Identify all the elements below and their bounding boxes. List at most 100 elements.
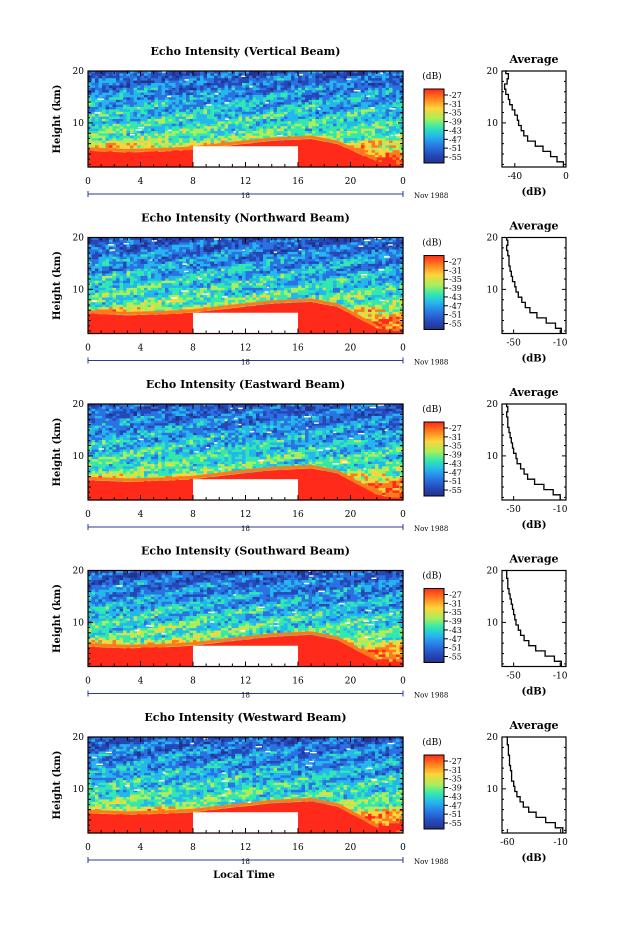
- heatmap-cell: [242, 256, 247, 260]
- heatmap-cell: [371, 85, 376, 89]
- heatmap-cell: [312, 247, 317, 251]
- heatmap-cell: [151, 244, 156, 248]
- heatmap-cell: [119, 121, 124, 125]
- heatmap-cell: [319, 242, 324, 246]
- heatmap-cell: [105, 78, 110, 82]
- heatmap-cell: [224, 123, 229, 127]
- heatmap-cell: [203, 143, 208, 146]
- heatmap-cell: [151, 126, 156, 130]
- heatmap-cell: [189, 131, 194, 134]
- heatmap-cell: [91, 254, 96, 258]
- heatmap-cell: [116, 254, 121, 258]
- heatmap-cell: [252, 83, 257, 86]
- heatmap-cell: [88, 261, 93, 265]
- heatmap-cell: [378, 256, 383, 260]
- heatmap-cell: [102, 251, 107, 255]
- heatmap-cell: [119, 140, 124, 144]
- heatmap-cell: [161, 256, 166, 260]
- heatmap-cell: [347, 99, 352, 103]
- heatmap-cell: [109, 73, 114, 77]
- heatmap-cell: [158, 140, 163, 144]
- heatmap-cell: [189, 249, 194, 253]
- heatmap-cell: [224, 138, 229, 142]
- heatmap-cell: [343, 242, 348, 246]
- heatmap-cell: [193, 71, 198, 74]
- heatmap-cell: [354, 244, 359, 248]
- heatmap-cell: [158, 85, 163, 89]
- heatmap-cell: [371, 111, 376, 115]
- heatmap-cell: [287, 83, 292, 86]
- heatmap-cell: [224, 256, 229, 260]
- heatmap-cell: [235, 266, 240, 270]
- heatmap-cell: [259, 73, 264, 77]
- heatmap-cell: [294, 133, 299, 137]
- heatmap-cell: [266, 242, 271, 246]
- heatmap-cell: [326, 133, 331, 137]
- heatmap-cell: [343, 87, 348, 91]
- heatmap-cell: [399, 143, 404, 146]
- heatmap-cell: [151, 133, 156, 137]
- heatmap-cell: [140, 256, 145, 260]
- heatmap-cell: [375, 242, 380, 246]
- heatmap-cell: [336, 128, 341, 132]
- heatmap-cell: [88, 97, 93, 101]
- heatmap-cell: [277, 131, 282, 134]
- heatmap-cell: [284, 126, 289, 130]
- heatmap-cell: [221, 107, 226, 110]
- heatmap-cell: [88, 71, 93, 74]
- heatmap-cell: [126, 92, 131, 96]
- heatmap-cell: [172, 111, 177, 115]
- heatmap-cell: [340, 254, 345, 258]
- heatmap-cell: [291, 131, 296, 134]
- heatmap-cell: [193, 99, 198, 103]
- heatmap-cell: [392, 244, 397, 248]
- heatmap-cell: [88, 251, 93, 255]
- heatmap-cell: [368, 119, 373, 122]
- heatmap-cell: [235, 143, 240, 146]
- heatmap-cell: [196, 237, 201, 241]
- heatmap-cell: [266, 107, 271, 110]
- heatmap-cell: [385, 157, 390, 161]
- heatmap-cell: [91, 78, 96, 82]
- heatmap-cell: [343, 128, 348, 132]
- heatmap-cell: [312, 78, 317, 82]
- heatmap-cell: [154, 256, 159, 260]
- heatmap-cell: [340, 138, 345, 142]
- heatmap-cell: [308, 133, 313, 137]
- heatmap-cell: [256, 90, 261, 94]
- heatmap-cell: [98, 244, 103, 248]
- heatmap-cell: [371, 104, 376, 108]
- heatmap-cell: [214, 242, 219, 246]
- heatmap-cell: [144, 145, 149, 149]
- heatmap-cell: [182, 109, 187, 113]
- heatmap-cell: [137, 263, 142, 267]
- heatmap-cell: [389, 71, 394, 74]
- heatmap-cell: [161, 254, 166, 258]
- heatmap-cell: [228, 90, 233, 94]
- heatmap-cell: [329, 128, 334, 132]
- heatmap-cell: [361, 128, 366, 132]
- heatmap-cell: [116, 119, 121, 122]
- heatmap-cell: [130, 109, 135, 113]
- heatmap-cell: [203, 87, 208, 91]
- heatmap-cell: [382, 102, 387, 106]
- heatmap-cell: [228, 114, 233, 118]
- heatmap-cell: [385, 147, 390, 151]
- heatmap-cell: [340, 80, 345, 84]
- heatmap-cell: [98, 256, 103, 260]
- heatmap-cell: [350, 266, 355, 270]
- heatmap-cell: [357, 254, 362, 258]
- heatmap-cell: [161, 104, 166, 108]
- heatmap-cell: [315, 119, 320, 122]
- heatmap-cell: [144, 80, 149, 84]
- heatmap-cell: [112, 78, 117, 82]
- heatmap-cell: [196, 83, 201, 86]
- heatmap-cell: [319, 85, 324, 89]
- heatmap-cell: [175, 104, 180, 108]
- heatmap-cell: [385, 266, 390, 270]
- heatmap-cell: [123, 268, 128, 272]
- heatmap-cell: [140, 247, 145, 251]
- heatmap-cell: [179, 90, 184, 94]
- heatmap-cell: [200, 239, 205, 243]
- heatmap-cell: [151, 119, 156, 122]
